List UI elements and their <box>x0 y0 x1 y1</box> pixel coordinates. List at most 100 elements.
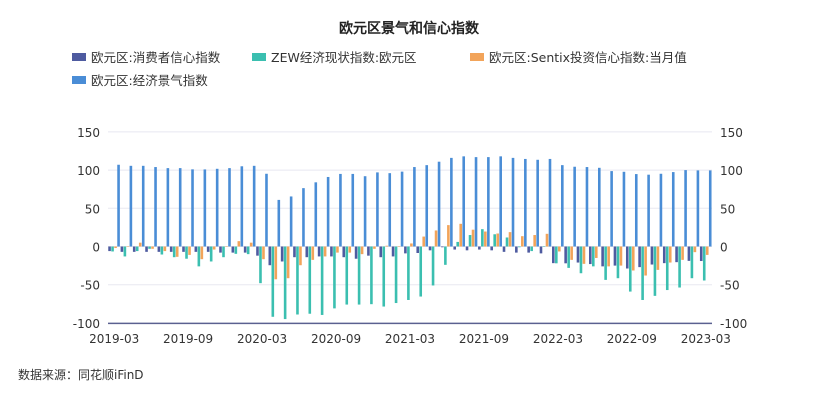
bar-4 <box>561 165 564 247</box>
bar-4 <box>413 167 416 247</box>
legend-item-consumer-confidence[interactable]: 欧元区:消费者信心指数 <box>72 47 220 66</box>
bar-1 <box>243 246 247 253</box>
legend-label: 欧元区:消费者信心指数 <box>91 50 221 65</box>
bar-3 <box>397 246 401 247</box>
bar-4 <box>240 166 244 247</box>
bar-4 <box>511 157 515 247</box>
bar-4 <box>203 169 207 247</box>
bar-4 <box>166 168 170 247</box>
bar-2 <box>135 246 139 252</box>
bar-4 <box>289 196 293 247</box>
bar-2 <box>591 246 595 267</box>
bar-1 <box>564 246 567 264</box>
bar-2 <box>394 246 398 304</box>
bar-4 <box>548 158 552 247</box>
bar-2 <box>616 246 620 279</box>
bar-2 <box>382 246 386 307</box>
y-tick-label: 150 <box>77 126 100 140</box>
y-tick-label: -100 <box>73 317 100 331</box>
bar-3 <box>200 246 204 260</box>
bar-1 <box>687 246 691 261</box>
bar-3 <box>126 246 130 247</box>
bar-3 <box>360 246 364 255</box>
bar-1 <box>367 246 370 256</box>
bar-2 <box>123 246 127 257</box>
bar-4 <box>573 166 576 247</box>
bar-3 <box>570 246 573 260</box>
bar-4 <box>647 174 650 247</box>
legend-item-sentix[interactable]: 欧元区:Sentix投资信心指数:当月值 <box>470 47 687 66</box>
bar-2 <box>555 246 558 264</box>
y-tick-label: -50 <box>80 279 100 293</box>
bar-2 <box>653 246 657 296</box>
bar-3 <box>594 246 598 258</box>
bar-3 <box>114 246 117 249</box>
bar-1 <box>502 246 506 252</box>
bar-1 <box>404 246 407 254</box>
bar-1 <box>465 246 469 251</box>
bar-2 <box>702 246 706 281</box>
bar-2 <box>160 246 164 255</box>
chart-title: 欧元区景气和信心指数 <box>339 21 479 37</box>
bar-2 <box>665 246 669 291</box>
legend-item-esi[interactable]: 欧元区:经济景气指数 <box>72 70 208 89</box>
bar-1 <box>256 246 259 256</box>
bar-1 <box>428 246 432 251</box>
y-tick-label: 0 <box>92 241 100 255</box>
bar-2 <box>493 234 496 247</box>
bar-1 <box>638 246 641 268</box>
bar-2 <box>505 237 509 247</box>
bar-3 <box>644 246 647 276</box>
bar-3 <box>336 246 339 253</box>
bar-3 <box>410 243 413 247</box>
bar-4 <box>499 156 502 247</box>
bar-4 <box>400 171 404 247</box>
bar-1 <box>625 246 629 269</box>
bar-4 <box>437 161 441 247</box>
bar-1 <box>157 246 161 252</box>
bar-4 <box>351 173 355 247</box>
y2-tick-label: 50 <box>720 202 735 216</box>
bar-2 <box>604 246 607 280</box>
bar-3 <box>237 241 241 247</box>
bar-3 <box>496 233 499 247</box>
y2-tick-label: 100 <box>720 164 743 178</box>
bar-2 <box>185 246 188 259</box>
bar-3 <box>151 246 154 249</box>
bar-2 <box>172 246 176 258</box>
bar-4 <box>708 170 712 247</box>
bar-4 <box>487 157 490 247</box>
bar-3 <box>422 236 426 247</box>
bar-3 <box>447 225 450 247</box>
bar-1 <box>206 246 210 252</box>
legend-item-zew[interactable]: ZEW经济现状指数:欧元区 <box>252 47 417 66</box>
bar-4 <box>178 168 182 247</box>
bar-4 <box>265 173 268 247</box>
bar-4 <box>622 171 626 247</box>
bar-4 <box>314 182 318 247</box>
bar-1 <box>305 246 309 258</box>
bar-3 <box>138 242 142 247</box>
bar-2 <box>518 246 521 248</box>
bar-3 <box>693 246 697 253</box>
bar-4 <box>388 173 392 247</box>
bar-3 <box>619 246 623 266</box>
legend-swatch <box>470 52 484 61</box>
bar-3 <box>607 246 610 267</box>
bar-1 <box>132 246 136 252</box>
bar-1 <box>613 246 617 266</box>
bar-4 <box>129 165 133 247</box>
bar-4 <box>450 157 453 247</box>
bar-3 <box>225 246 228 247</box>
bar-4 <box>659 173 663 247</box>
bar-3 <box>681 246 684 260</box>
bar-2 <box>259 246 262 284</box>
bar-3 <box>249 242 253 247</box>
bar-3 <box>434 230 438 247</box>
bar-4 <box>524 158 527 247</box>
y-tick-label: 50 <box>85 202 100 216</box>
bar-2 <box>320 246 324 315</box>
bar-4 <box>326 176 330 247</box>
bar-1 <box>108 246 111 252</box>
bar-1 <box>601 246 604 267</box>
